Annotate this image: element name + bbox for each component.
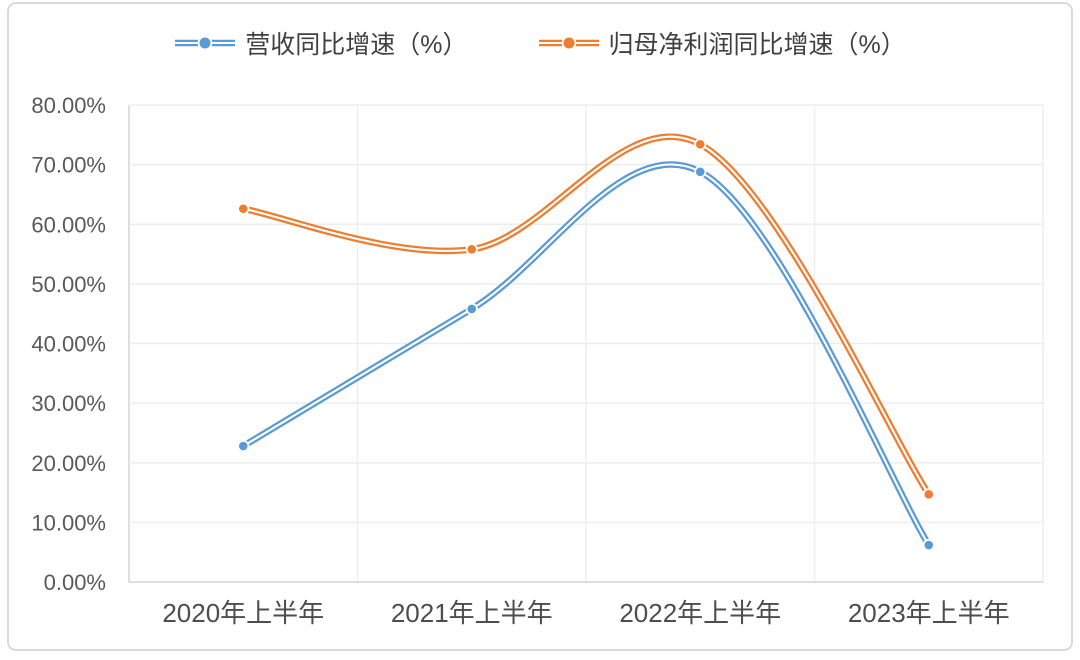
series-line-center-stripe	[242, 135, 930, 496]
y-tick-label: 20.00%	[31, 451, 106, 476]
x-tick-label: 2020年上半年	[162, 598, 324, 628]
data-point-marker	[922, 538, 935, 552]
y-tick-label: 0.00%	[44, 570, 106, 595]
legend-line-marker-icon	[175, 35, 236, 51]
y-tick-label: 60.00%	[31, 212, 106, 237]
data-point-marker	[694, 138, 707, 151]
legend-marker-dot	[561, 35, 576, 51]
y-tick-label: 80.00%	[31, 93, 106, 118]
x-tick-label: 2022年上半年	[619, 598, 781, 628]
series-line-center-stripe	[242, 163, 930, 547]
data-point-marker	[465, 302, 478, 316]
legend-line-marker-icon	[538, 35, 599, 51]
data-point-marker	[237, 439, 250, 453]
x-tick-label: 2023年上半年	[848, 598, 1010, 628]
data-point-marker	[694, 165, 707, 178]
legend-label-net-profit-growth: 归母净利润同比增速（%）	[608, 31, 906, 59]
x-tick-label: 2021年上半年	[391, 598, 553, 628]
legend-marker-dot	[197, 35, 213, 51]
data-point-marker	[465, 243, 478, 256]
legend: 营收同比增速（%） 归母净利润同比增速（%）	[0, 25, 1080, 61]
data-point-marker	[237, 202, 250, 215]
y-tick-label: 40.00%	[31, 332, 106, 357]
y-tick-label: 70.00%	[31, 153, 106, 178]
legend-item-net-profit-growth: 归母净利润同比增速（%）	[538, 25, 906, 61]
legend-item-revenue-growth: 营收同比增速（%）	[174, 25, 468, 61]
y-tick-label: 30.00%	[31, 391, 106, 416]
data-point-marker	[922, 488, 935, 501]
y-tick-label: 50.00%	[31, 272, 106, 297]
legend-label-revenue-growth: 营收同比增速（%）	[245, 31, 468, 59]
y-tick-label: 10.00%	[31, 510, 106, 535]
